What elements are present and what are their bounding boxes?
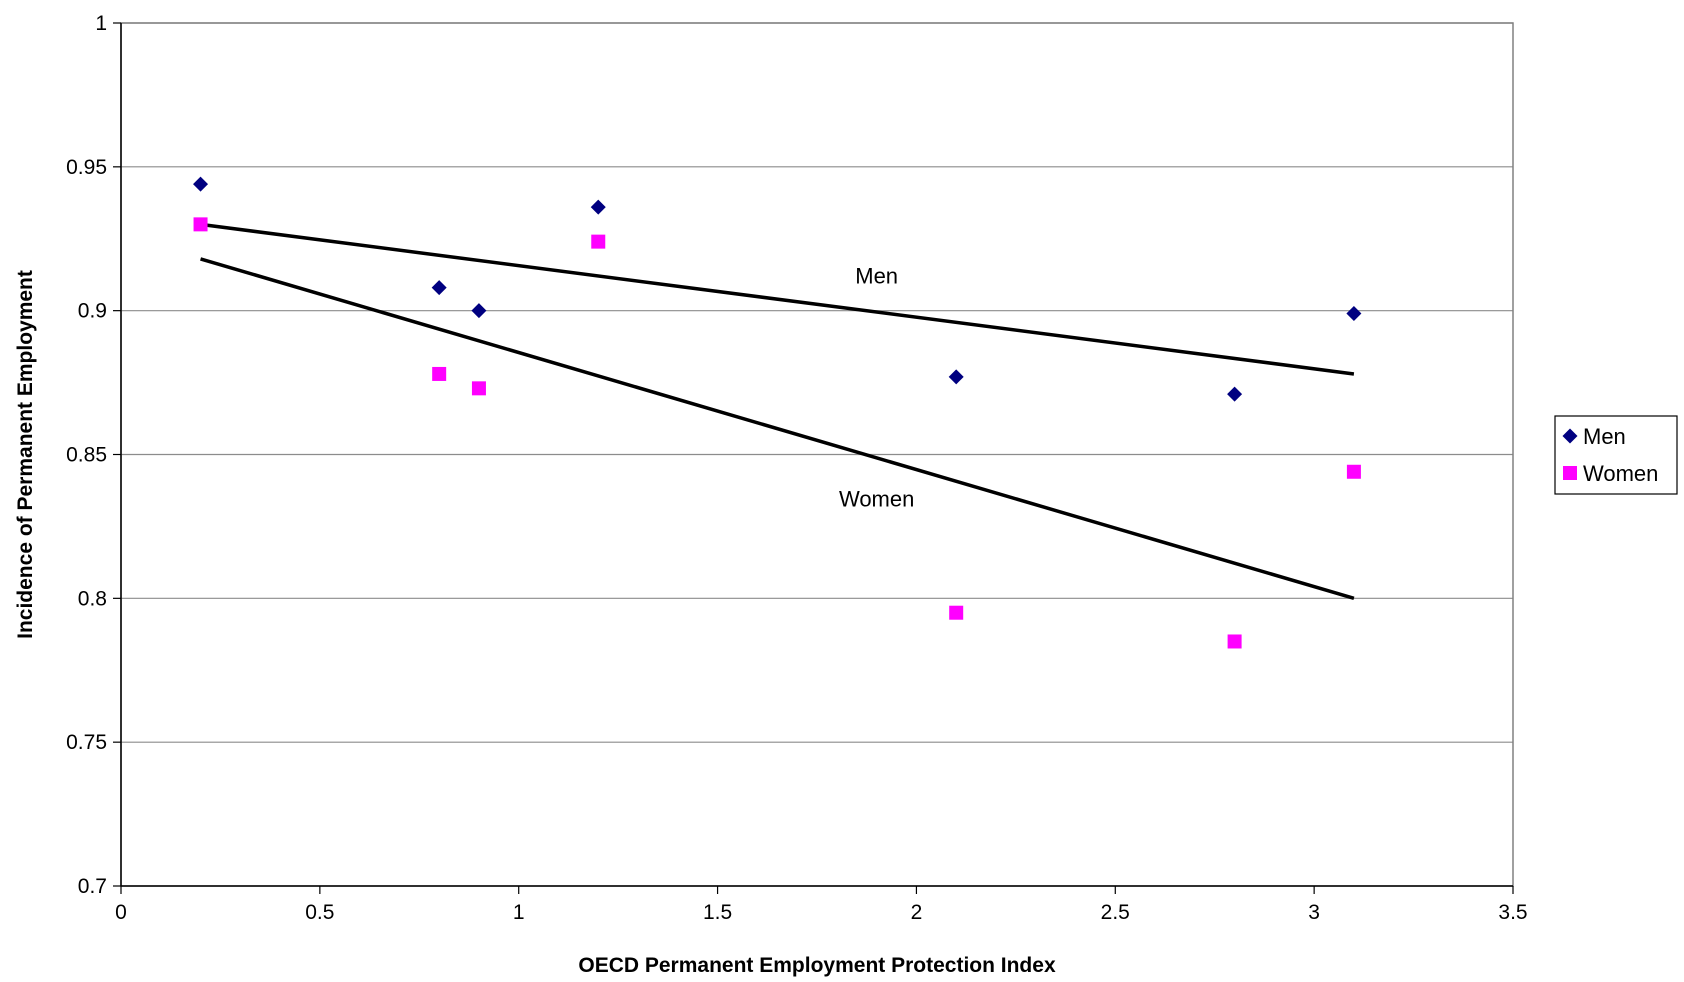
y-tick-label: 0.85	[66, 444, 107, 467]
y-tick-label: 0.8	[78, 587, 107, 610]
data-point-men	[1346, 306, 1362, 322]
data-point-women	[1346, 464, 1361, 479]
y-axis-ticks: 0.7 0.75 0.8 0.85 0.9 0.95 1	[66, 12, 121, 898]
x-tick-label: 2	[911, 901, 923, 924]
y-axis-title: Incidence of Permanent Employment	[14, 270, 37, 639]
data-points	[193, 176, 1362, 649]
data-point-men	[431, 280, 447, 296]
x-tick-label: 0	[115, 901, 127, 924]
data-point-women	[1227, 634, 1242, 649]
data-point-men	[948, 369, 964, 385]
x-tick-label: 1	[513, 901, 525, 924]
legend-label: Women	[1583, 461, 1658, 486]
data-point-women	[591, 234, 606, 249]
trendline-women	[200, 257, 1355, 601]
data-point-women	[193, 217, 208, 232]
data-point-men	[193, 176, 209, 192]
data-point-women	[471, 381, 486, 396]
annotation-label: Women	[839, 486, 914, 511]
x-tick-label: 0.5	[305, 901, 334, 924]
legend-marker-women	[1563, 466, 1577, 480]
y-tick-label: 0.75	[66, 731, 107, 754]
data-point-women	[949, 605, 964, 620]
data-point-women	[432, 366, 447, 381]
legend: Men Women	[1554, 415, 1678, 495]
legend-marker-men	[1562, 428, 1578, 444]
trendline-men	[200, 222, 1355, 376]
y-tick-label: 0.9	[78, 300, 107, 323]
x-tick-label: 2.5	[1101, 901, 1130, 924]
legend-label: Men	[1583, 424, 1626, 449]
x-tick-label: 3	[1308, 901, 1320, 924]
x-axis-title: OECD Permanent Employment Protection Ind…	[578, 954, 1056, 977]
y-tick-label: 0.7	[78, 875, 107, 898]
x-axis-ticks: 0 0.5 1 1.5 2 2.5 3 3.5	[115, 886, 1528, 924]
y-tick-label: 0.95	[66, 156, 107, 179]
x-tick-label: 3.5	[1498, 901, 1527, 924]
trendlines	[200, 222, 1355, 601]
data-point-men	[590, 199, 606, 215]
data-point-men	[1227, 386, 1243, 402]
annotations: Men Women	[839, 263, 914, 511]
x-tick-label: 1.5	[703, 901, 732, 924]
y-tick-label: 1	[95, 12, 107, 35]
annotation-label: Men	[855, 263, 898, 288]
data-point-men	[471, 303, 487, 319]
legend-box	[1554, 415, 1678, 495]
